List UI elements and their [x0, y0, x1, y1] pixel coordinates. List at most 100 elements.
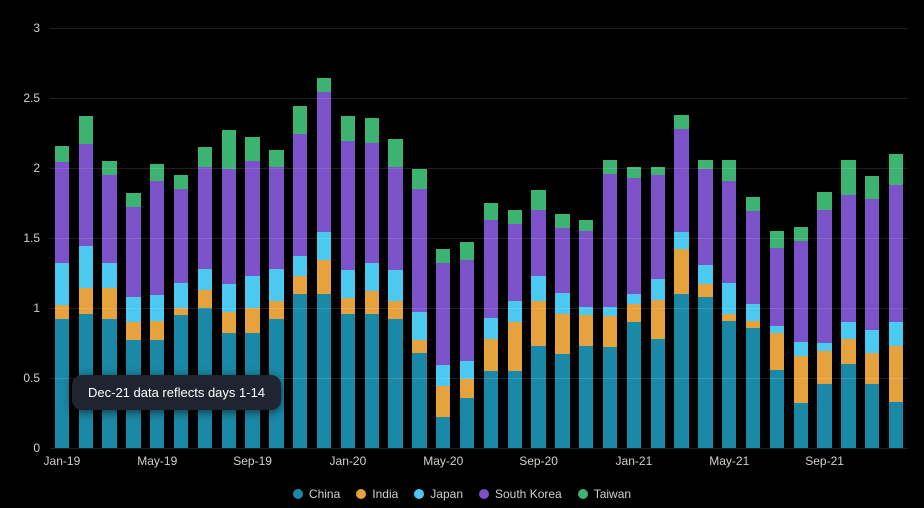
bar-segment — [365, 263, 379, 291]
grid-line — [50, 168, 908, 169]
bar[interactable] — [555, 214, 569, 448]
bar-segment — [412, 169, 426, 189]
bar-segment — [460, 398, 474, 448]
bar-segment — [436, 249, 450, 263]
bar-segment — [269, 150, 283, 167]
bar-segment — [627, 304, 641, 322]
bar-segment — [365, 118, 379, 143]
bar-segment — [79, 288, 93, 313]
bar[interactable] — [674, 115, 688, 448]
bar-segment — [102, 175, 116, 263]
bar-segment — [484, 203, 498, 220]
x-tick-label: Sep-19 — [233, 448, 272, 468]
bar-segment — [841, 364, 855, 448]
bar[interactable] — [579, 220, 593, 448]
bar-segment — [245, 276, 259, 308]
bar-segment — [341, 314, 355, 448]
bar[interactable] — [794, 227, 808, 448]
bar-segment — [603, 174, 617, 307]
bar-segment — [794, 403, 808, 448]
bar-segment — [245, 161, 259, 276]
bar-segment — [269, 269, 283, 301]
bar-segment — [651, 300, 665, 339]
bar-segment — [865, 330, 879, 352]
bar-segment — [484, 318, 498, 339]
bar-segment — [222, 130, 236, 169]
bar-segment — [245, 308, 259, 333]
bar-segment — [388, 139, 402, 167]
tooltip-text: Dec-21 data reflects days 1-14 — [88, 385, 265, 400]
bar-segment — [388, 319, 402, 448]
bar-segment — [889, 185, 903, 322]
bar[interactable] — [841, 160, 855, 448]
bar[interactable] — [531, 190, 545, 448]
bar-segment — [531, 210, 545, 276]
bar-segment — [460, 361, 474, 379]
bar-segment — [484, 371, 498, 448]
bar-segment — [293, 106, 307, 134]
legend-item[interactable]: Japan — [414, 487, 463, 501]
bar-segment — [388, 167, 402, 271]
bar-segment — [531, 190, 545, 210]
bar-segment — [841, 160, 855, 195]
bar-segment — [293, 276, 307, 294]
bar[interactable] — [746, 197, 760, 448]
bar[interactable] — [341, 116, 355, 448]
bar-segment — [126, 297, 140, 322]
bar-segment — [484, 339, 498, 371]
bar[interactable] — [484, 203, 498, 448]
bar-segment — [317, 260, 331, 294]
bar-segment — [579, 231, 593, 307]
bar-segment — [817, 210, 831, 343]
legend-item[interactable]: China — [293, 487, 340, 501]
bar[interactable] — [388, 139, 402, 448]
bar[interactable] — [865, 176, 879, 448]
bar[interactable] — [698, 160, 712, 448]
legend-label: China — [309, 487, 340, 501]
legend-item[interactable]: South Korea — [479, 487, 562, 501]
bar-segment — [412, 340, 426, 353]
tooltip: Dec-21 data reflects days 1-14 — [72, 375, 281, 410]
bar-segment — [126, 322, 140, 340]
x-tick-label: May-19 — [137, 448, 177, 468]
bar[interactable] — [817, 192, 831, 448]
bar-segment — [508, 224, 522, 301]
bar[interactable] — [770, 231, 784, 448]
bar-segment — [651, 279, 665, 300]
bar-segment — [341, 270, 355, 298]
bar-segment — [102, 288, 116, 319]
x-tick-label: May-20 — [423, 448, 463, 468]
bar[interactable] — [317, 78, 331, 448]
bar-segment — [555, 214, 569, 228]
bar[interactable] — [603, 160, 617, 448]
legend-swatch — [293, 489, 303, 499]
y-tick-label: 2.5 — [23, 91, 50, 105]
bar-segment — [794, 342, 808, 356]
bar-segment — [889, 154, 903, 185]
x-tick-label: Sep-21 — [805, 448, 844, 468]
bar-segment — [436, 263, 450, 365]
legend-item[interactable]: Taiwan — [578, 487, 631, 501]
bar-segment — [770, 248, 784, 326]
bar-segment — [341, 116, 355, 141]
bar-segment — [746, 321, 760, 328]
bar-segment — [388, 301, 402, 319]
bar-segment — [222, 312, 236, 333]
bar-segment — [651, 175, 665, 279]
bar-segment — [889, 346, 903, 402]
bar[interactable] — [436, 249, 450, 448]
bar-segment — [436, 365, 450, 386]
bar[interactable] — [293, 106, 307, 448]
bar-segment — [817, 343, 831, 351]
bar[interactable] — [55, 146, 69, 448]
bar[interactable] — [889, 154, 903, 448]
grid-line — [50, 28, 908, 29]
y-tick-label: 0.5 — [23, 371, 50, 385]
bar-segment — [674, 115, 688, 129]
bar-segment — [770, 370, 784, 448]
bar-segment — [603, 316, 617, 347]
bar[interactable] — [508, 210, 522, 448]
legend-item[interactable]: India — [356, 487, 398, 501]
bar[interactable] — [722, 160, 736, 448]
bar[interactable] — [460, 242, 474, 448]
